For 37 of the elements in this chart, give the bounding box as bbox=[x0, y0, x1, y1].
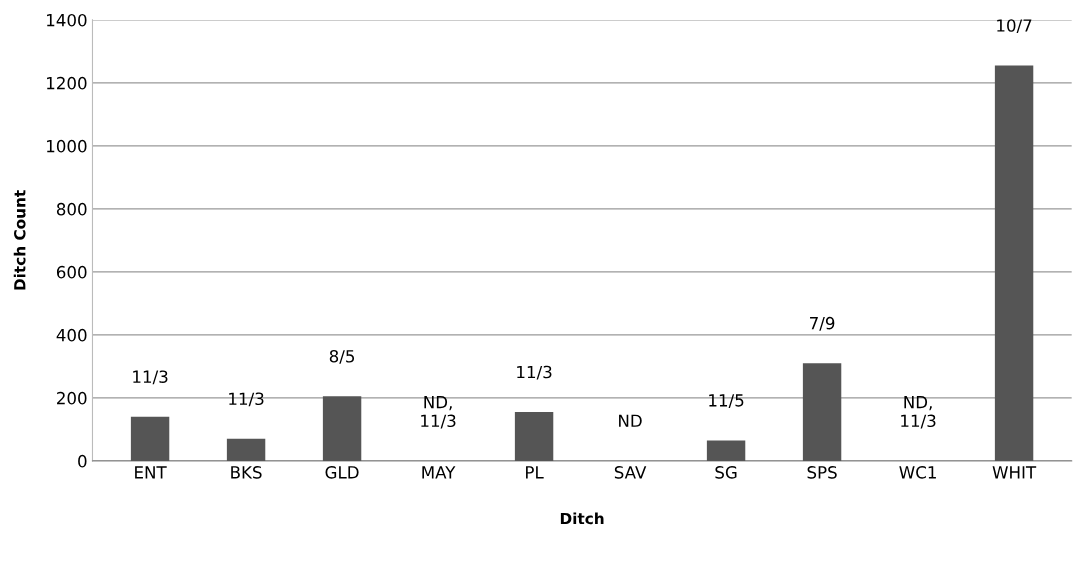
x-tick-label: PL bbox=[526, 466, 544, 479]
x-tick-label: WHIT bbox=[992, 466, 1037, 479]
x-tick-label: WC1 bbox=[899, 466, 936, 479]
x-tick-label: MAY bbox=[422, 466, 456, 479]
annotation: 11/3 bbox=[517, 365, 552, 380]
x-tick-label: ENT bbox=[135, 466, 167, 479]
bar bbox=[802, 363, 842, 461]
annotation: 8/5 bbox=[329, 349, 355, 364]
annotation: 11/5 bbox=[709, 394, 744, 408]
annotation: 11/3 bbox=[133, 370, 168, 385]
y-tick-label: 200 bbox=[57, 391, 87, 405]
bar bbox=[706, 440, 746, 461]
y-tick-label: 1000 bbox=[47, 139, 87, 153]
x-tick-label: SAV bbox=[614, 466, 647, 479]
y-tick-label: 600 bbox=[56, 265, 87, 279]
x-tick-label: SG bbox=[715, 466, 737, 479]
x-axis-title: Ditch bbox=[560, 512, 604, 525]
bar bbox=[322, 396, 362, 461]
y-tick-label: 400 bbox=[56, 328, 87, 342]
y-axis-title: Ditch Count bbox=[13, 190, 26, 290]
annotation: 11/3 bbox=[229, 392, 264, 407]
x-tick-label: BKS bbox=[231, 466, 262, 479]
annotation: ND, 11/3 bbox=[901, 396, 936, 429]
y-tick-label: 800 bbox=[56, 202, 87, 216]
y-tick-label: 1400 bbox=[47, 13, 87, 27]
x-tick-label: GLD bbox=[325, 466, 359, 479]
y-tick-label: 1200 bbox=[47, 76, 87, 90]
annotation: 7/9 bbox=[810, 316, 835, 331]
bar bbox=[226, 438, 266, 461]
y-tick-label: 0 bbox=[78, 454, 87, 468]
bar bbox=[514, 412, 554, 461]
annotation: 10/7 bbox=[997, 19, 1032, 34]
x-tick-label: SPS bbox=[807, 466, 837, 479]
annotation: ND, 11/3 bbox=[421, 396, 456, 429]
annotation: ND bbox=[619, 414, 642, 427]
bar bbox=[130, 416, 170, 461]
bar bbox=[994, 65, 1034, 461]
